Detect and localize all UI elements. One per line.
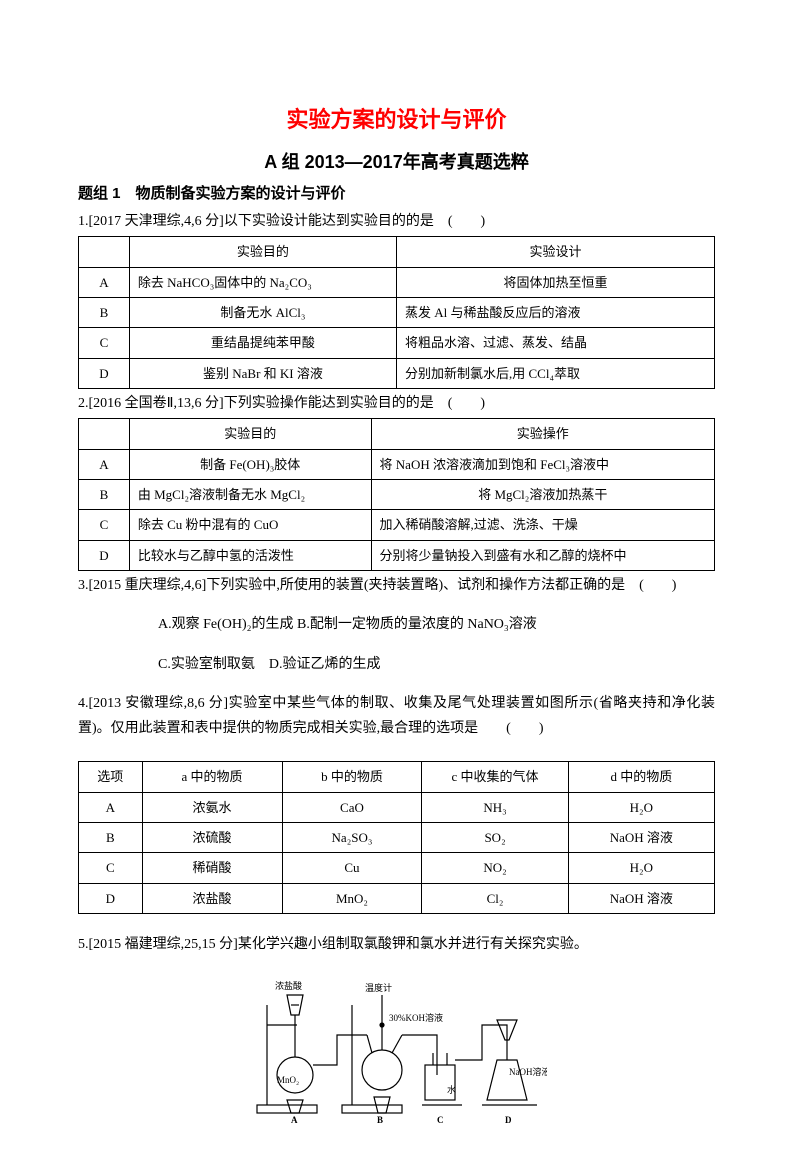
q4-h2: b 中的物质 [282,762,422,792]
q2-r0c0: A [79,449,130,479]
q2-r2c0: C [79,510,130,540]
q4-h4: d 中的物质 [568,762,714,792]
q2-r2c1: 除去 Cu 粉中混有的 CuO [129,510,371,540]
q4-h0: 选项 [79,762,143,792]
q4-r3c3: Cl₂ [422,883,568,913]
q4-r1c1: 浓硫酸 [142,822,282,852]
table-row: A 浓氨水 CaO NH₃ H₂O [79,792,715,822]
table-row: A 除去 NaHCO₃固体中的 Na₂CO₃ 将固体加热至恒重 [79,267,715,297]
table-row: D 浓盐酸 MnO₂ Cl₂ NaOH 溶液 [79,883,715,913]
q5-stem: 5.[2015 福建理综,25,15 分]某化学兴趣小组制取氯酸钾和氯水并进行有… [78,932,715,957]
q1-r1c0: B [79,297,130,327]
q4-r3c4: NaOH 溶液 [568,883,714,913]
q2-r0c2: 将 NaOH 浓溶液滴加到饱和 FeCl₃溶液中 [371,449,714,479]
q1-h0 [79,237,130,267]
q2-r1c1: 由 MgCl₂溶液制备无水 MgCl₂ [129,480,371,510]
label-mno2: MnO₂ [277,1075,299,1085]
q4-r0c2: CaO [282,792,422,822]
q4-r3c1: 浓盐酸 [142,883,282,913]
table-row: 实验目的 实验操作 [79,419,715,449]
q1-r3c2: 分别加新制氯水后,用 CCl₄萃取 [396,358,714,388]
label-A: A [291,1115,298,1125]
label-funnel: 浓盐酸 [275,980,302,991]
table-row: D 比较水与乙醇中氢的活泼性 分别将少量钠投入到盛有水和乙醇的烧杯中 [79,540,715,570]
table-row: 实验目的 实验设计 [79,237,715,267]
q4-table: 选项 a 中的物质 b 中的物质 c 中收集的气体 d 中的物质 A 浓氨水 C… [78,761,715,914]
table-row: 选项 a 中的物质 b 中的物质 c 中收集的气体 d 中的物质 [79,762,715,792]
q2-r3c0: D [79,540,130,570]
table-row: B 浓硫酸 Na₂SO₃ SO₂ NaOH 溶液 [79,822,715,852]
label-naoh: NaOH溶液 [509,1066,547,1077]
q4-r3c0: D [79,883,143,913]
table-row: C 重结晶提纯苯甲酸 将粗品水溶、过滤、蒸发、结晶 [79,328,715,358]
q4-r0c1: 浓氨水 [142,792,282,822]
q2-r3c1: 比较水与乙醇中氢的活泼性 [129,540,371,570]
q1-r2c0: C [79,328,130,358]
q1-stem: 1.[2017 天津理综,4,6 分]以下实验设计能达到实验目的的是 ( ) [78,209,715,234]
q4-h3: c 中收集的气体 [422,762,568,792]
q4-r0c0: A [79,792,143,822]
q1-h1: 实验目的 [129,237,396,267]
q4-r0c4: H₂O [568,792,714,822]
q1-r3c0: D [79,358,130,388]
q1-r1c2: 蒸发 Al 与稀盐酸反应后的溶液 [396,297,714,327]
q4-r1c0: B [79,822,143,852]
q4-r2c3: NO₂ [422,853,568,883]
q2-r0c1: 制备 Fe(OH)₃胶体 [129,449,371,479]
q5-diagram: 浓盐酸 温度计 30%KOH溶液 MnO₂ 水 NaOH溶液 A B C D [78,965,715,1134]
label-koh: 30%KOH溶液 [389,1012,443,1023]
table-row: D 鉴别 NaBr 和 KI 溶液 分别加新制氯水后,用 CCl₄萃取 [79,358,715,388]
q1-h2: 实验设计 [396,237,714,267]
table-row: C 稀硝酸 Cu NO₂ H₂O [79,853,715,883]
q4-stem: 4.[2013 安徽理综,8,6 分]实验室中某些气体的制取、收集及尾气处理装置… [78,691,715,741]
label-thermo: 温度计 [365,982,392,993]
table-row: B 由 MgCl₂溶液制备无水 MgCl₂ 将 MgCl₂溶液加热蒸干 [79,480,715,510]
q2-r3c2: 分别将少量钠投入到盛有水和乙醇的烧杯中 [371,540,714,570]
q4-r0c3: NH₃ [422,792,568,822]
q4-r3c2: MnO₂ [282,883,422,913]
q2-table: 实验目的 实验操作 A 制备 Fe(OH)₃胶体 将 NaOH 浓溶液滴加到饱和… [78,418,715,571]
q2-r2c2: 加入稀硝酸溶解,过滤、洗涤、干燥 [371,510,714,540]
q4-r2c2: Cu [282,853,422,883]
sub-title: A 组 2013—2017年高考真题选粹 [78,146,715,178]
q2-h2: 实验操作 [371,419,714,449]
q1-r2c1: 重结晶提纯苯甲酸 [129,328,396,358]
q1-r0c2: 将固体加热至恒重 [396,267,714,297]
q1-r1c1: 制备无水 AlCl₃ [129,297,396,327]
page: 实验方案的设计与评价 A 组 2013—2017年高考真题选粹 题组 1 物质制… [0,0,793,1175]
q2-h1: 实验目的 [129,419,371,449]
q3-options-line2: C.实验室制取氨 D.验证乙烯的生成 [158,652,715,677]
main-title: 实验方案的设计与评价 [78,100,715,140]
section-heading-1: 题组 1 物质制备实验方案的设计与评价 [78,180,715,207]
q1-table: 实验目的 实验设计 A 除去 NaHCO₃固体中的 Na₂CO₃ 将固体加热至恒… [78,236,715,389]
label-C: C [437,1115,444,1125]
q4-r2c4: H₂O [568,853,714,883]
table-row: A 制备 Fe(OH)₃胶体 将 NaOH 浓溶液滴加到饱和 FeCl₃溶液中 [79,449,715,479]
q4-r1c3: SO₂ [422,822,568,852]
label-water: 水 [447,1084,456,1095]
q1-r0c0: A [79,267,130,297]
q4-r1c4: NaOH 溶液 [568,822,714,852]
label-B: B [377,1115,383,1125]
q1-r0c1: 除去 NaHCO₃固体中的 Na₂CO₃ [129,267,396,297]
table-row: B 制备无水 AlCl₃ 蒸发 Al 与稀盐酸反应后的溶液 [79,297,715,327]
q4-r2c1: 稀硝酸 [142,853,282,883]
q2-r1c0: B [79,480,130,510]
q1-r2c2: 将粗品水溶、过滤、蒸发、结晶 [396,328,714,358]
q4-r2c0: C [79,853,143,883]
q4-h1: a 中的物质 [142,762,282,792]
q2-stem: 2.[2016 全国卷Ⅱ,13,6 分]下列实验操作能达到实验目的的是 ( ) [78,391,715,416]
table-row: C 除去 Cu 粉中混有的 CuO 加入稀硝酸溶解,过滤、洗涤、干燥 [79,510,715,540]
q2-r1c2: 将 MgCl₂溶液加热蒸干 [371,480,714,510]
apparatus-diagram-icon: 浓盐酸 温度计 30%KOH溶液 MnO₂ 水 NaOH溶液 A B C D [247,965,547,1125]
q3-options-line1: A.观察 Fe(OH)₂的生成 B.配制一定物质的量浓度的 NaNO₃溶液 [158,612,715,637]
q4-r1c2: Na₂SO₃ [282,822,422,852]
q1-r3c1: 鉴别 NaBr 和 KI 溶液 [129,358,396,388]
q3-stem: 3.[2015 重庆理综,4,6]下列实验中,所使用的装置(夹持装置略)、试剂和… [78,573,715,598]
q2-h0 [79,419,130,449]
label-D: D [505,1115,512,1125]
